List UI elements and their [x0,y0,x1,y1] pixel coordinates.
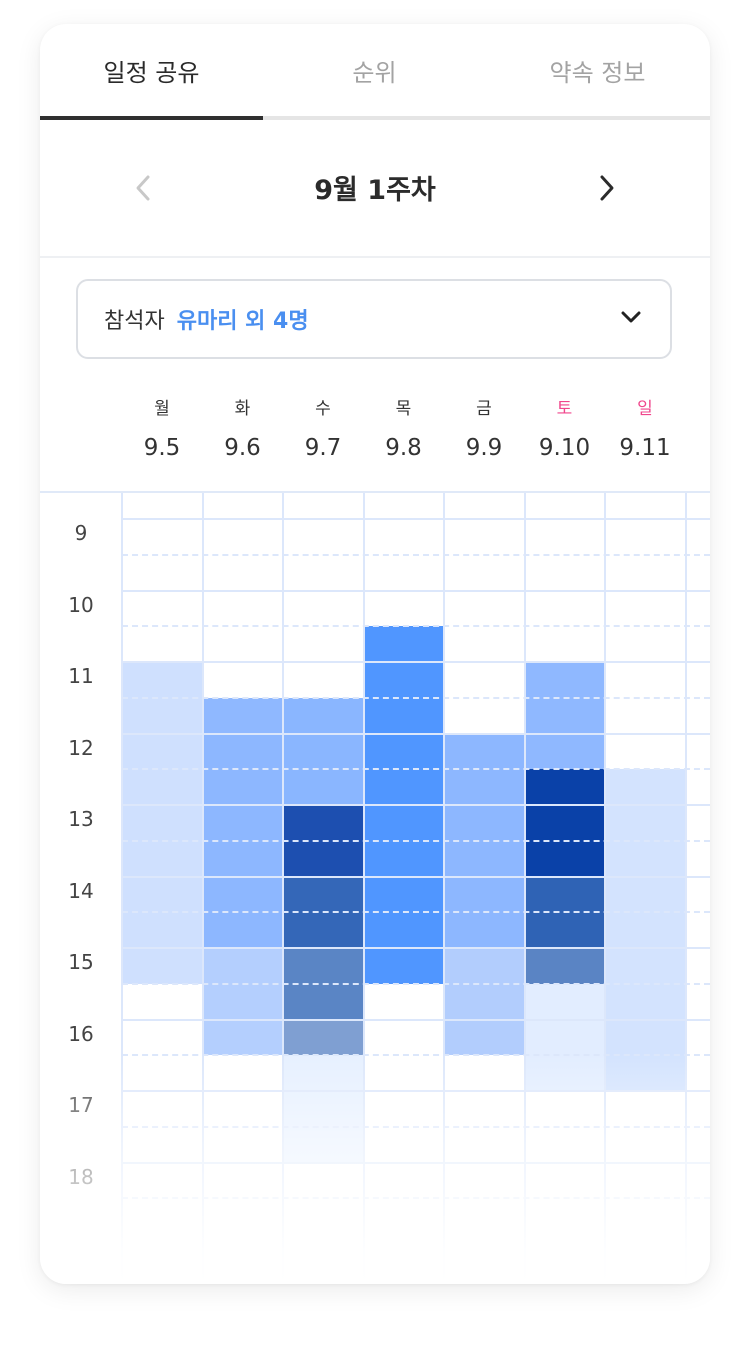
hour-label: 9 [74,521,88,545]
hour-gridline [122,1161,710,1164]
availability-block[interactable] [283,1019,364,1056]
hour-gridline [122,732,710,735]
day-column-header: 월 9.5 [122,394,202,461]
hour-gridline [122,804,710,806]
hour-gridline [122,947,710,949]
day-gridline [282,493,284,1284]
day-gridline [684,493,687,1284]
day-name: 수 [315,399,331,419]
half-hour-gridline [122,768,710,771]
day-date: 9.6 [224,435,261,461]
half-hour-gridline [122,625,710,628]
attendees-value: 유마리 외 4명 [176,309,309,334]
day-name: 목 [395,399,412,419]
day-gridline [523,493,526,1284]
day-date: 9.5 [143,435,181,461]
hour-label: 14 [68,878,94,903]
day-name: 금 [476,399,492,419]
availability-block[interactable] [122,662,203,984]
chevron-right-icon [600,175,614,201]
availability-block[interactable] [444,948,525,1056]
hour-label: 10 [68,592,94,617]
chevron-left-icon [136,175,150,201]
half-hour-gridline [122,1054,710,1057]
tab-bar: 일정 공유 순위 약속 정보 [40,24,710,120]
day-column-header: 토 9.10 [525,394,605,461]
hour-label: 15 [68,950,94,974]
half-hour-gridline [122,839,710,842]
availability-block[interactable] [524,769,605,877]
availability-block[interactable] [524,662,605,770]
availability-block[interactable] [524,948,605,984]
hour-label: 17 [68,1093,94,1117]
day-gridline [121,493,123,1284]
availability-block[interactable] [202,697,283,734]
chevron-down-icon [621,311,641,323]
half-hour-gridline [122,982,710,985]
hour-label: 18 [68,1164,94,1189]
day-gridline [443,493,445,1284]
availability-block[interactable] [283,697,364,805]
attendees-dropdown[interactable]: 참석자 유마리 외 4명 [76,279,672,359]
day-gridline [201,493,204,1284]
day-name: 월 [154,399,170,419]
availability-block[interactable] [283,1055,364,1163]
day-name: 일 [637,399,653,419]
day-gridline [604,493,606,1284]
day-date: 9.8 [385,435,422,461]
tab-appointment-info[interactable]: 약속 정보 [549,58,646,87]
availability-block[interactable] [202,948,283,1056]
day-column-header: 금 9.9 [444,394,524,461]
day-date: 9.10 [538,435,591,461]
hour-label: 13 [68,807,94,831]
half-hour-gridline [122,553,710,556]
day-name: 화 [234,399,251,419]
prev-week-button[interactable] [122,166,166,210]
hour-gridline [122,875,710,878]
hour-gridline [122,1018,710,1021]
hour-gridline [122,1090,710,1092]
tab-ranking[interactable]: 순위 [352,58,397,87]
day-column-header: 화 9.6 [203,394,283,461]
week-title: 9월 1주차 [314,175,436,206]
schedule-card: 일정 공유 순위 약속 정보 9월 1주차 참석자 유마리 외 4명 월 9.5 화… [40,24,710,1284]
hour-label: 12 [68,735,94,760]
half-hour-gridline [122,1197,710,1200]
week-navigator: 9월 1주차 [40,120,710,258]
day-date: 9.11 [619,435,671,461]
availability-block[interactable] [605,769,686,1091]
half-hour-gridline [122,911,710,914]
hour-label: 16 [68,1021,94,1046]
day-column-header: 일 9.11 [605,394,685,461]
half-hour-gridline [122,1125,710,1128]
hour-gridline [122,589,710,592]
day-column-header: 목 9.8 [364,394,444,461]
hour-gridline [122,518,710,520]
active-tab-indicator [40,116,263,120]
hour-gridline [122,661,710,663]
day-date: 9.9 [465,435,503,461]
attendees-label: 참석자 [104,309,165,334]
day-date: 9.7 [304,435,342,461]
day-name: 토 [556,399,573,419]
next-week-button[interactable] [584,166,628,210]
tab-schedule-share[interactable]: 일정 공유 [103,58,200,87]
hour-label: 11 [68,664,94,688]
day-gridline [362,493,365,1284]
day-column-header: 수 9.7 [283,394,363,461]
availability-grid: 9 10 11 12 13 14 15 16 17 18 [40,491,710,1284]
half-hour-gridline [122,696,710,699]
availability-block[interactable] [524,983,605,1091]
